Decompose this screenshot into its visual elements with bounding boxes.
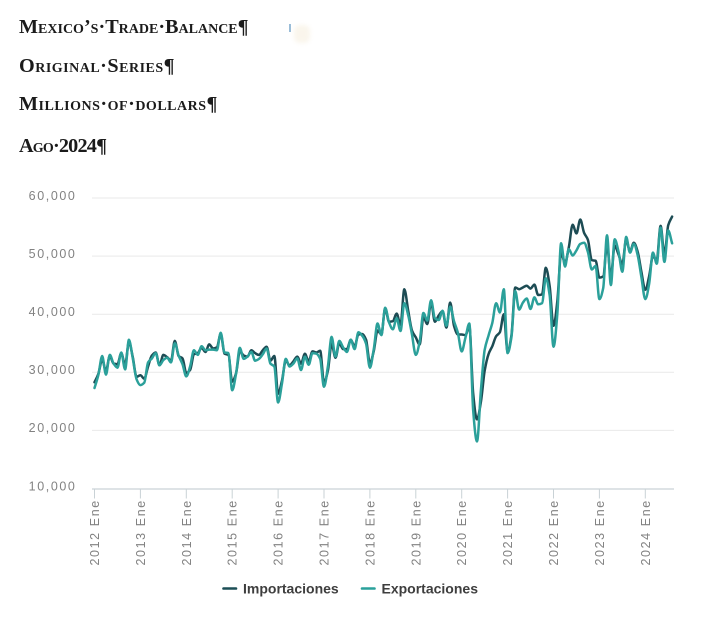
svg-text:40,000: 40,000 <box>29 305 77 319</box>
svg-text:2024 Ene: 2024 Ene <box>639 499 653 565</box>
svg-text:Exportaciones: Exportaciones <box>382 581 479 597</box>
svg-text:2013 Ene: 2013 Ene <box>134 499 148 565</box>
svg-text:60,000: 60,000 <box>29 189 77 203</box>
svg-text:2014 Ene: 2014 Ene <box>180 499 194 565</box>
svg-text:50,000: 50,000 <box>29 247 77 261</box>
svg-text:Importaciones: Importaciones <box>243 581 339 597</box>
svg-text:2017 Ene: 2017 Ene <box>318 499 332 565</box>
svg-text:10,000: 10,000 <box>29 479 77 493</box>
svg-text:2021 Ene: 2021 Ene <box>501 499 515 565</box>
svg-text:2015 Ene: 2015 Ene <box>226 499 240 565</box>
svg-text:2016 Ene: 2016 Ene <box>272 499 286 565</box>
svg-text:2018 Ene: 2018 Ene <box>363 499 377 565</box>
svg-text:2022 Ene: 2022 Ene <box>547 499 561 565</box>
svg-text:20,000: 20,000 <box>29 421 77 435</box>
svg-text:2012 Ene: 2012 Ene <box>88 499 102 565</box>
svg-text:2023 Ene: 2023 Ene <box>593 499 607 565</box>
svg-text:2020 Ene: 2020 Ene <box>455 499 469 565</box>
svg-text:2019 Ene: 2019 Ene <box>409 499 423 565</box>
svg-text:30,000: 30,000 <box>29 363 77 377</box>
